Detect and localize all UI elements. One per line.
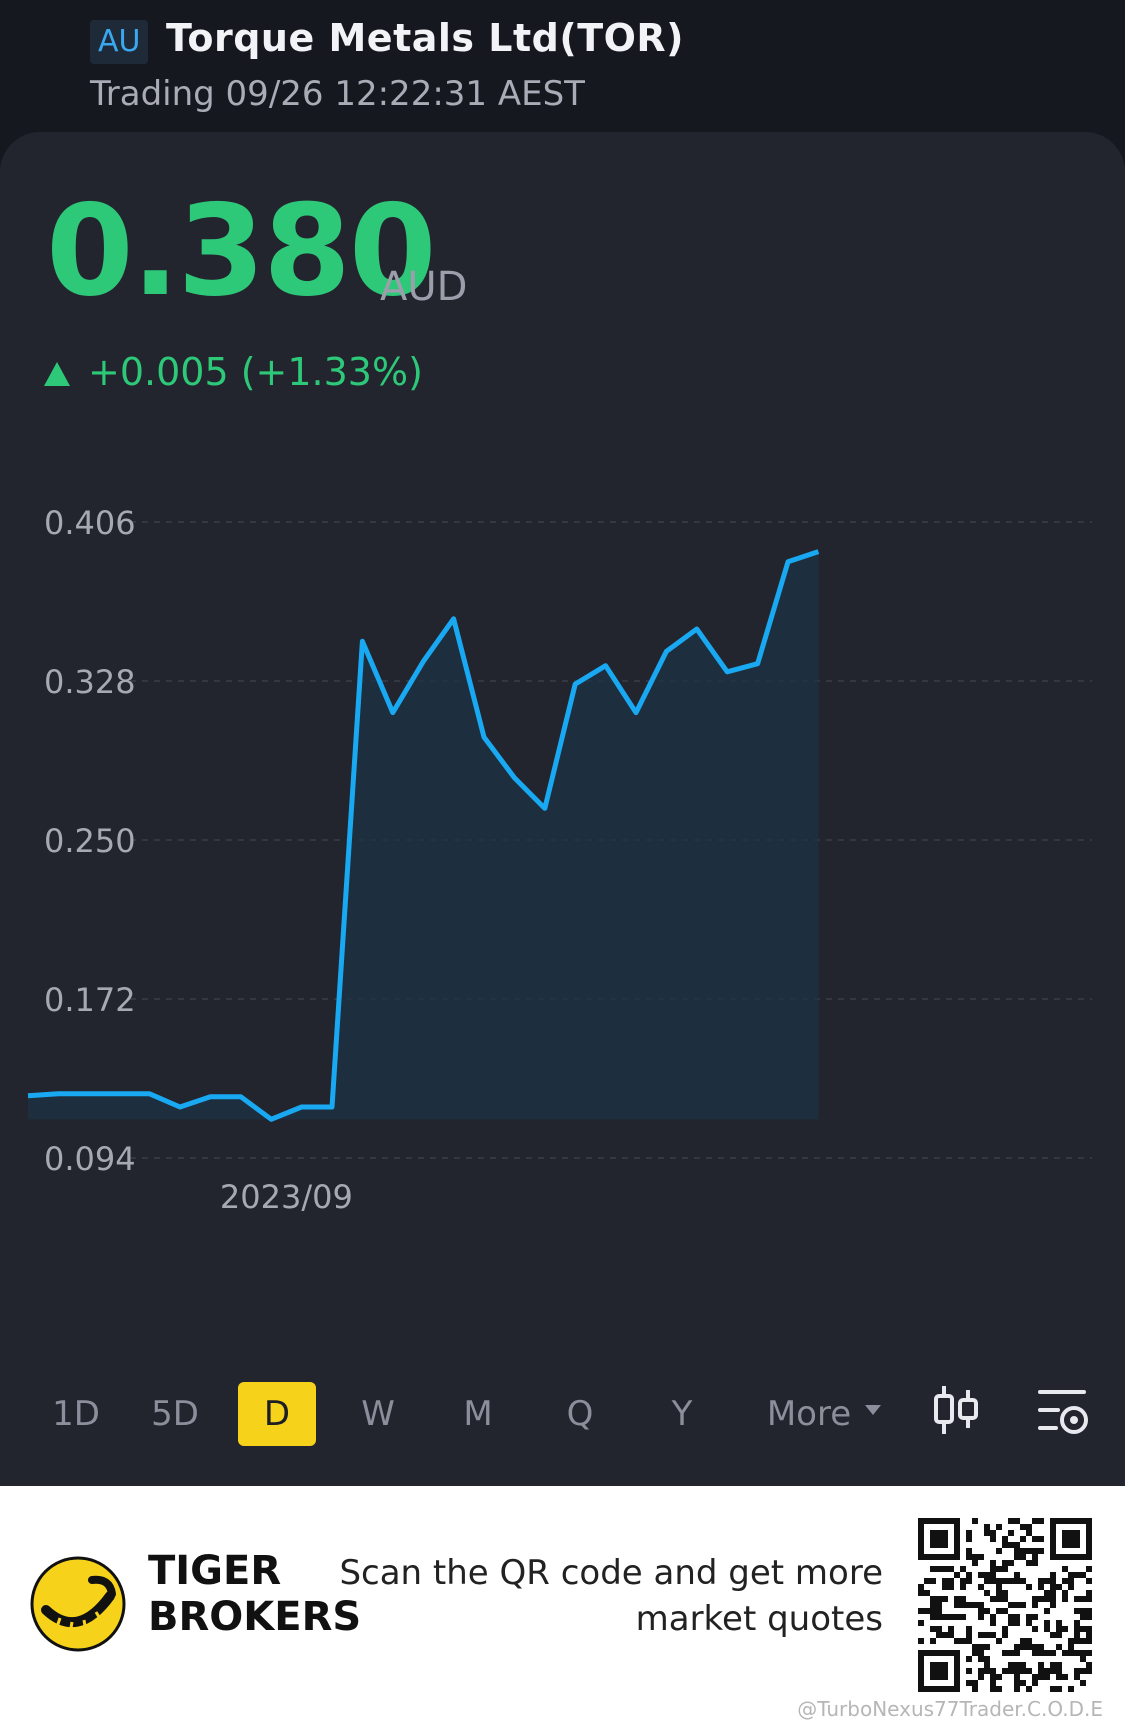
trading-status: Trading 09/26 12:22:31 AEST bbox=[90, 74, 585, 114]
data-point bbox=[331, 1106, 334, 1109]
data-point bbox=[726, 670, 729, 673]
data-point bbox=[574, 683, 577, 686]
caret-down-icon bbox=[865, 1404, 882, 1415]
last-price: 0.380 bbox=[46, 177, 437, 324]
data-point bbox=[148, 1092, 151, 1095]
y-tick-label: 0.172 bbox=[44, 981, 136, 1019]
data-point bbox=[635, 711, 638, 714]
period-tab-m[interactable]: M bbox=[463, 1394, 493, 1434]
data-point bbox=[422, 660, 425, 663]
data-point bbox=[756, 662, 759, 665]
share-footer: TIGER BROKERS Scan the QR code and get m… bbox=[0, 1486, 1125, 1725]
stock-name: Torque Metals Ltd(TOR) bbox=[166, 16, 685, 60]
up-triangle-icon bbox=[44, 362, 70, 386]
data-point bbox=[452, 617, 455, 620]
data-point bbox=[209, 1095, 212, 1098]
data-point bbox=[543, 807, 546, 810]
candlestick-icon[interactable] bbox=[926, 1380, 986, 1440]
currency-label: AUD bbox=[380, 264, 468, 310]
brand-line-2: BROKERS bbox=[148, 1594, 362, 1640]
indicator-settings-icon[interactable] bbox=[1034, 1382, 1094, 1442]
tiger-logo-icon bbox=[30, 1556, 126, 1652]
more-label: More bbox=[766, 1394, 852, 1434]
qr-code-icon bbox=[918, 1518, 1092, 1692]
promo-line-1: Scan the QR code and get more bbox=[339, 1553, 883, 1593]
data-point bbox=[361, 640, 364, 643]
market-badge: AU bbox=[90, 20, 149, 64]
data-point bbox=[665, 650, 668, 653]
series-line bbox=[27, 549, 820, 1122]
data-point bbox=[391, 711, 394, 714]
watermark: @TurboNexus77Trader.C.O.D.E bbox=[797, 1697, 1103, 1721]
data-point bbox=[270, 1118, 273, 1121]
period-tab-d[interactable]: D bbox=[238, 1382, 316, 1446]
x-tick-label: 2023/09 bbox=[220, 1178, 353, 1216]
period-tab-y[interactable]: Y bbox=[671, 1394, 693, 1434]
data-point bbox=[57, 1092, 60, 1095]
y-tick-label: 0.406 bbox=[44, 504, 136, 542]
data-point bbox=[179, 1106, 182, 1109]
y-tick-label: 0.094 bbox=[44, 1140, 136, 1178]
promo-line-2: market quotes bbox=[635, 1599, 883, 1639]
period-tab-w[interactable]: W bbox=[361, 1394, 395, 1434]
data-point bbox=[87, 1092, 90, 1095]
quote-header: AU Torque Metals Ltd(TOR) Trading 09/26 … bbox=[0, 0, 1125, 140]
quote-card: 0.380 AUD +0.005 (+1.33%) 0.406 0.328 0.25… bbox=[0, 132, 1125, 1486]
data-point bbox=[27, 1094, 30, 1097]
period-selector: 1D 5D D W M Q Y More bbox=[0, 1372, 1125, 1452]
promo-text: Scan the QR code and get more market quo… bbox=[339, 1550, 883, 1642]
price-change: +0.005 (+1.33%) bbox=[44, 350, 423, 394]
period-tab-5d[interactable]: 5D bbox=[151, 1394, 199, 1434]
price-chart[interactable]: 0.406 0.328 0.250 0.172 0.094 2023/09 bbox=[0, 132, 1125, 1486]
data-point bbox=[483, 736, 486, 739]
period-tab-1d[interactable]: 1D bbox=[52, 1394, 100, 1434]
y-tick-label: 0.328 bbox=[44, 663, 136, 701]
data-point bbox=[300, 1106, 303, 1109]
data-point bbox=[513, 776, 516, 779]
data-point bbox=[118, 1092, 121, 1095]
brand-line-1: TIGER bbox=[148, 1548, 282, 1594]
y-tick-label: 0.250 bbox=[44, 822, 136, 860]
data-point bbox=[695, 628, 698, 631]
period-tab-q[interactable]: Q bbox=[566, 1394, 594, 1434]
data-point bbox=[787, 560, 790, 563]
data-point bbox=[604, 664, 607, 667]
data-point bbox=[239, 1095, 242, 1098]
brand-name: TIGER BROKERS bbox=[148, 1548, 361, 1640]
price-change-value: +0.005 (+1.33%) bbox=[88, 350, 423, 394]
data-point bbox=[817, 550, 820, 553]
period-tab-more[interactable]: More bbox=[754, 1382, 894, 1446]
